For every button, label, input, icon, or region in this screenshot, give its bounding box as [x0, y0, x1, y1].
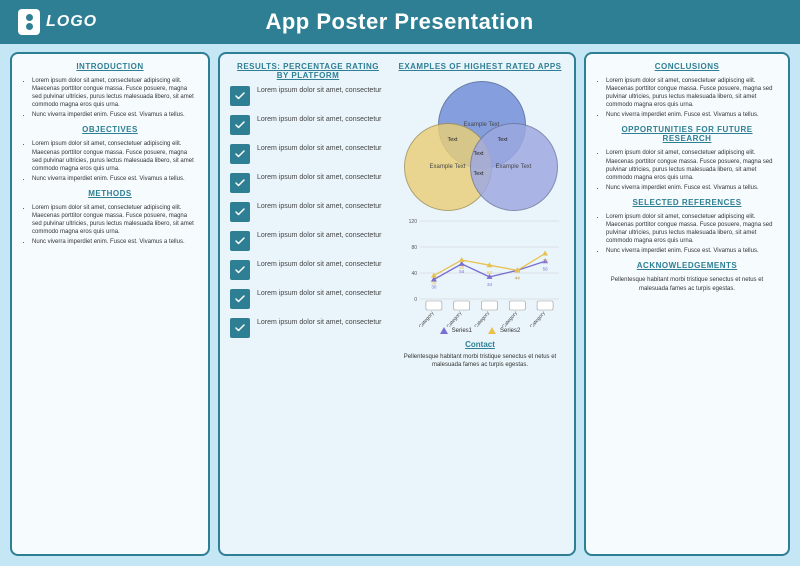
- check-text: Lorem ipsum dolor sit amet, consectetur: [257, 144, 382, 153]
- results-panel: RESULTS: PERCENTAGE RATING BY PLATFORM L…: [230, 62, 392, 546]
- check-list: Lorem ipsum dolor sit amet, consectetur …: [230, 86, 386, 338]
- legend-series1: Series1: [440, 327, 472, 334]
- svg-text:0: 0: [414, 297, 417, 303]
- poster-title: App Poster Presentation: [17, 9, 782, 35]
- poster: LOGO App Poster Presentation INTRODUCTIO…: [0, 0, 800, 566]
- section-title-objectives: OBJECTIVES: [22, 125, 198, 134]
- list-item: Nunc viverra imperdiet enim. Fusce est. …: [32, 111, 198, 119]
- check-icon: [230, 289, 250, 309]
- venn-label-right: Example Text: [496, 164, 532, 171]
- check-text: Lorem ipsum dolor sit amet, consectetur: [257, 318, 382, 327]
- check-icon: [230, 202, 250, 222]
- check-item: Lorem ipsum dolor sit amet, consectetur: [230, 173, 386, 193]
- check-icon: [230, 173, 250, 193]
- poster-body: INTRODUCTION Lorem ipsum dolor sit amet,…: [0, 44, 800, 566]
- check-icon: [230, 318, 250, 338]
- svg-text:58: 58: [542, 266, 548, 271]
- venn-overlap-b: Text: [498, 137, 508, 143]
- list-item: Lorem ipsum dolor sit amet, consectetuer…: [606, 149, 778, 181]
- svg-text:34: 34: [486, 282, 492, 287]
- svg-text:Category: Category: [473, 310, 491, 327]
- svg-text:44: 44: [514, 275, 520, 280]
- list-item: Lorem ipsum dolor sit amet, consectetuer…: [606, 77, 778, 109]
- section-title-examples: EXAMPLES OF HIGHEST RATED APPS: [396, 62, 564, 71]
- venn-circle-right: Example Text: [470, 123, 558, 211]
- section-title-contact: Contact: [396, 340, 564, 349]
- methods-list: Lorem ipsum dolor sit amet, consectetuer…: [22, 204, 198, 246]
- svg-text:Category: Category: [417, 310, 435, 327]
- section-title-introduction: INTRODUCTION: [22, 62, 198, 71]
- column-left: INTRODUCTION Lorem ipsum dolor sit amet,…: [10, 52, 210, 556]
- contact-text: Pellentesque habitant morbi tristique se…: [396, 353, 564, 369]
- check-text: Lorem ipsum dolor sit amet, consectetur: [257, 173, 382, 182]
- check-icon: [230, 260, 250, 280]
- section-title-ack: ACKNOWLEDGEMENTS: [596, 261, 778, 270]
- check-text: Lorem ipsum dolor sit amet, consectetur: [257, 86, 382, 95]
- svg-text:70: 70: [542, 259, 548, 264]
- check-item: Lorem ipsum dolor sit amet, consectetur: [230, 260, 386, 280]
- references-list: Lorem ipsum dolor sit amet, consectetuer…: [596, 213, 778, 255]
- check-icon: [230, 144, 250, 164]
- check-text: Lorem ipsum dolor sit amet, consectetur: [257, 289, 382, 298]
- list-item: Nunc viverra imperdiet enim. Fusce est. …: [32, 175, 198, 183]
- check-text: Lorem ipsum dolor sit amet, consectetur: [257, 202, 382, 211]
- venn-diagram: Example Text Example Text Example Text T…: [398, 81, 563, 211]
- section-title-future: OPPORTUNITIES FOR FUTURE RESEARCH: [596, 125, 778, 143]
- list-item: Lorem ipsum dolor sit amet, consectetuer…: [606, 213, 778, 245]
- check-item: Lorem ipsum dolor sit amet, consectetur: [230, 144, 386, 164]
- check-icon: [230, 86, 250, 106]
- check-item: Lorem ipsum dolor sit amet, consectetur: [230, 202, 386, 222]
- future-list: Lorem ipsum dolor sit amet, consectetuer…: [596, 149, 778, 191]
- list-item: Nunc viverra imperdiet enim. Fusce est. …: [606, 247, 778, 255]
- check-item: Lorem ipsum dolor sit amet, consectetur: [230, 86, 386, 106]
- list-item: Nunc viverra imperdiet enim. Fusce est. …: [606, 111, 778, 119]
- section-title-references: SELECTED REFERENCES: [596, 198, 778, 207]
- line-chart: 0 40 80 120 Category Category Category Category…: [398, 217, 563, 327]
- svg-text:120: 120: [408, 219, 417, 225]
- check-icon: [230, 115, 250, 135]
- list-item: Lorem ipsum dolor sit amet, consectetuer…: [32, 204, 198, 236]
- chart-legend: Series1 Series2: [396, 327, 564, 334]
- examples-panel: EXAMPLES OF HIGHEST RATED APPS Example T…: [392, 62, 564, 546]
- column-middle: RESULTS: PERCENTAGE RATING BY PLATFORM L…: [218, 52, 576, 556]
- section-title-conclusions: CONCLUSIONS: [596, 62, 778, 71]
- list-item: Nunc viverra imperdiet enim. Fusce est. …: [606, 184, 778, 192]
- check-text: Lorem ipsum dolor sit amet, consectetur: [257, 260, 382, 269]
- list-item: Lorem ipsum dolor sit amet, consectetuer…: [32, 77, 198, 109]
- list-item: Lorem ipsum dolor sit amet, consectetuer…: [32, 140, 198, 172]
- legend-series2: Series2: [488, 327, 520, 334]
- svg-text:52: 52: [486, 270, 492, 275]
- list-item: Nunc viverra imperdiet enim. Fusce est. …: [32, 238, 198, 246]
- section-title-methods: METHODS: [22, 189, 198, 198]
- svg-text:36: 36: [431, 281, 437, 286]
- svg-text:40: 40: [411, 271, 417, 277]
- check-item: Lorem ipsum dolor sit amet, consectetur: [230, 318, 386, 338]
- column-right: CONCLUSIONS Lorem ipsum dolor sit amet, …: [584, 52, 790, 556]
- svg-text:60: 60: [459, 265, 465, 270]
- objectives-list: Lorem ipsum dolor sit amet, consectetuer…: [22, 140, 198, 182]
- check-item: Lorem ipsum dolor sit amet, consectetur: [230, 115, 386, 135]
- introduction-list: Lorem ipsum dolor sit amet, consectetuer…: [22, 77, 198, 119]
- venn-overlap-c: Text: [474, 171, 484, 177]
- header-bar: LOGO App Poster Presentation: [0, 0, 800, 44]
- svg-text:80: 80: [411, 245, 417, 251]
- check-text: Lorem ipsum dolor sit amet, consectetur: [257, 231, 382, 240]
- conclusions-list: Lorem ipsum dolor sit amet, consectetuer…: [596, 77, 778, 119]
- venn-center: Text: [474, 151, 484, 157]
- svg-text:Category: Category: [501, 310, 519, 327]
- legend-label-1: Series1: [452, 328, 472, 334]
- legend-label-2: Series2: [500, 328, 520, 334]
- check-item: Lorem ipsum dolor sit amet, consectetur: [230, 289, 386, 309]
- check-icon: [230, 231, 250, 251]
- section-title-results: RESULTS: PERCENTAGE RATING BY PLATFORM: [230, 62, 386, 80]
- check-text: Lorem ipsum dolor sit amet, consectetur: [257, 115, 382, 124]
- check-item: Lorem ipsum dolor sit amet, consectetur: [230, 231, 386, 251]
- venn-label-left: Example Text: [430, 164, 466, 171]
- ack-text: Pellentesque habitant morbi tristique se…: [596, 276, 778, 292]
- venn-overlap-a: Text: [448, 137, 458, 143]
- svg-text:Category: Category: [528, 310, 546, 327]
- svg-text:Category: Category: [445, 310, 463, 327]
